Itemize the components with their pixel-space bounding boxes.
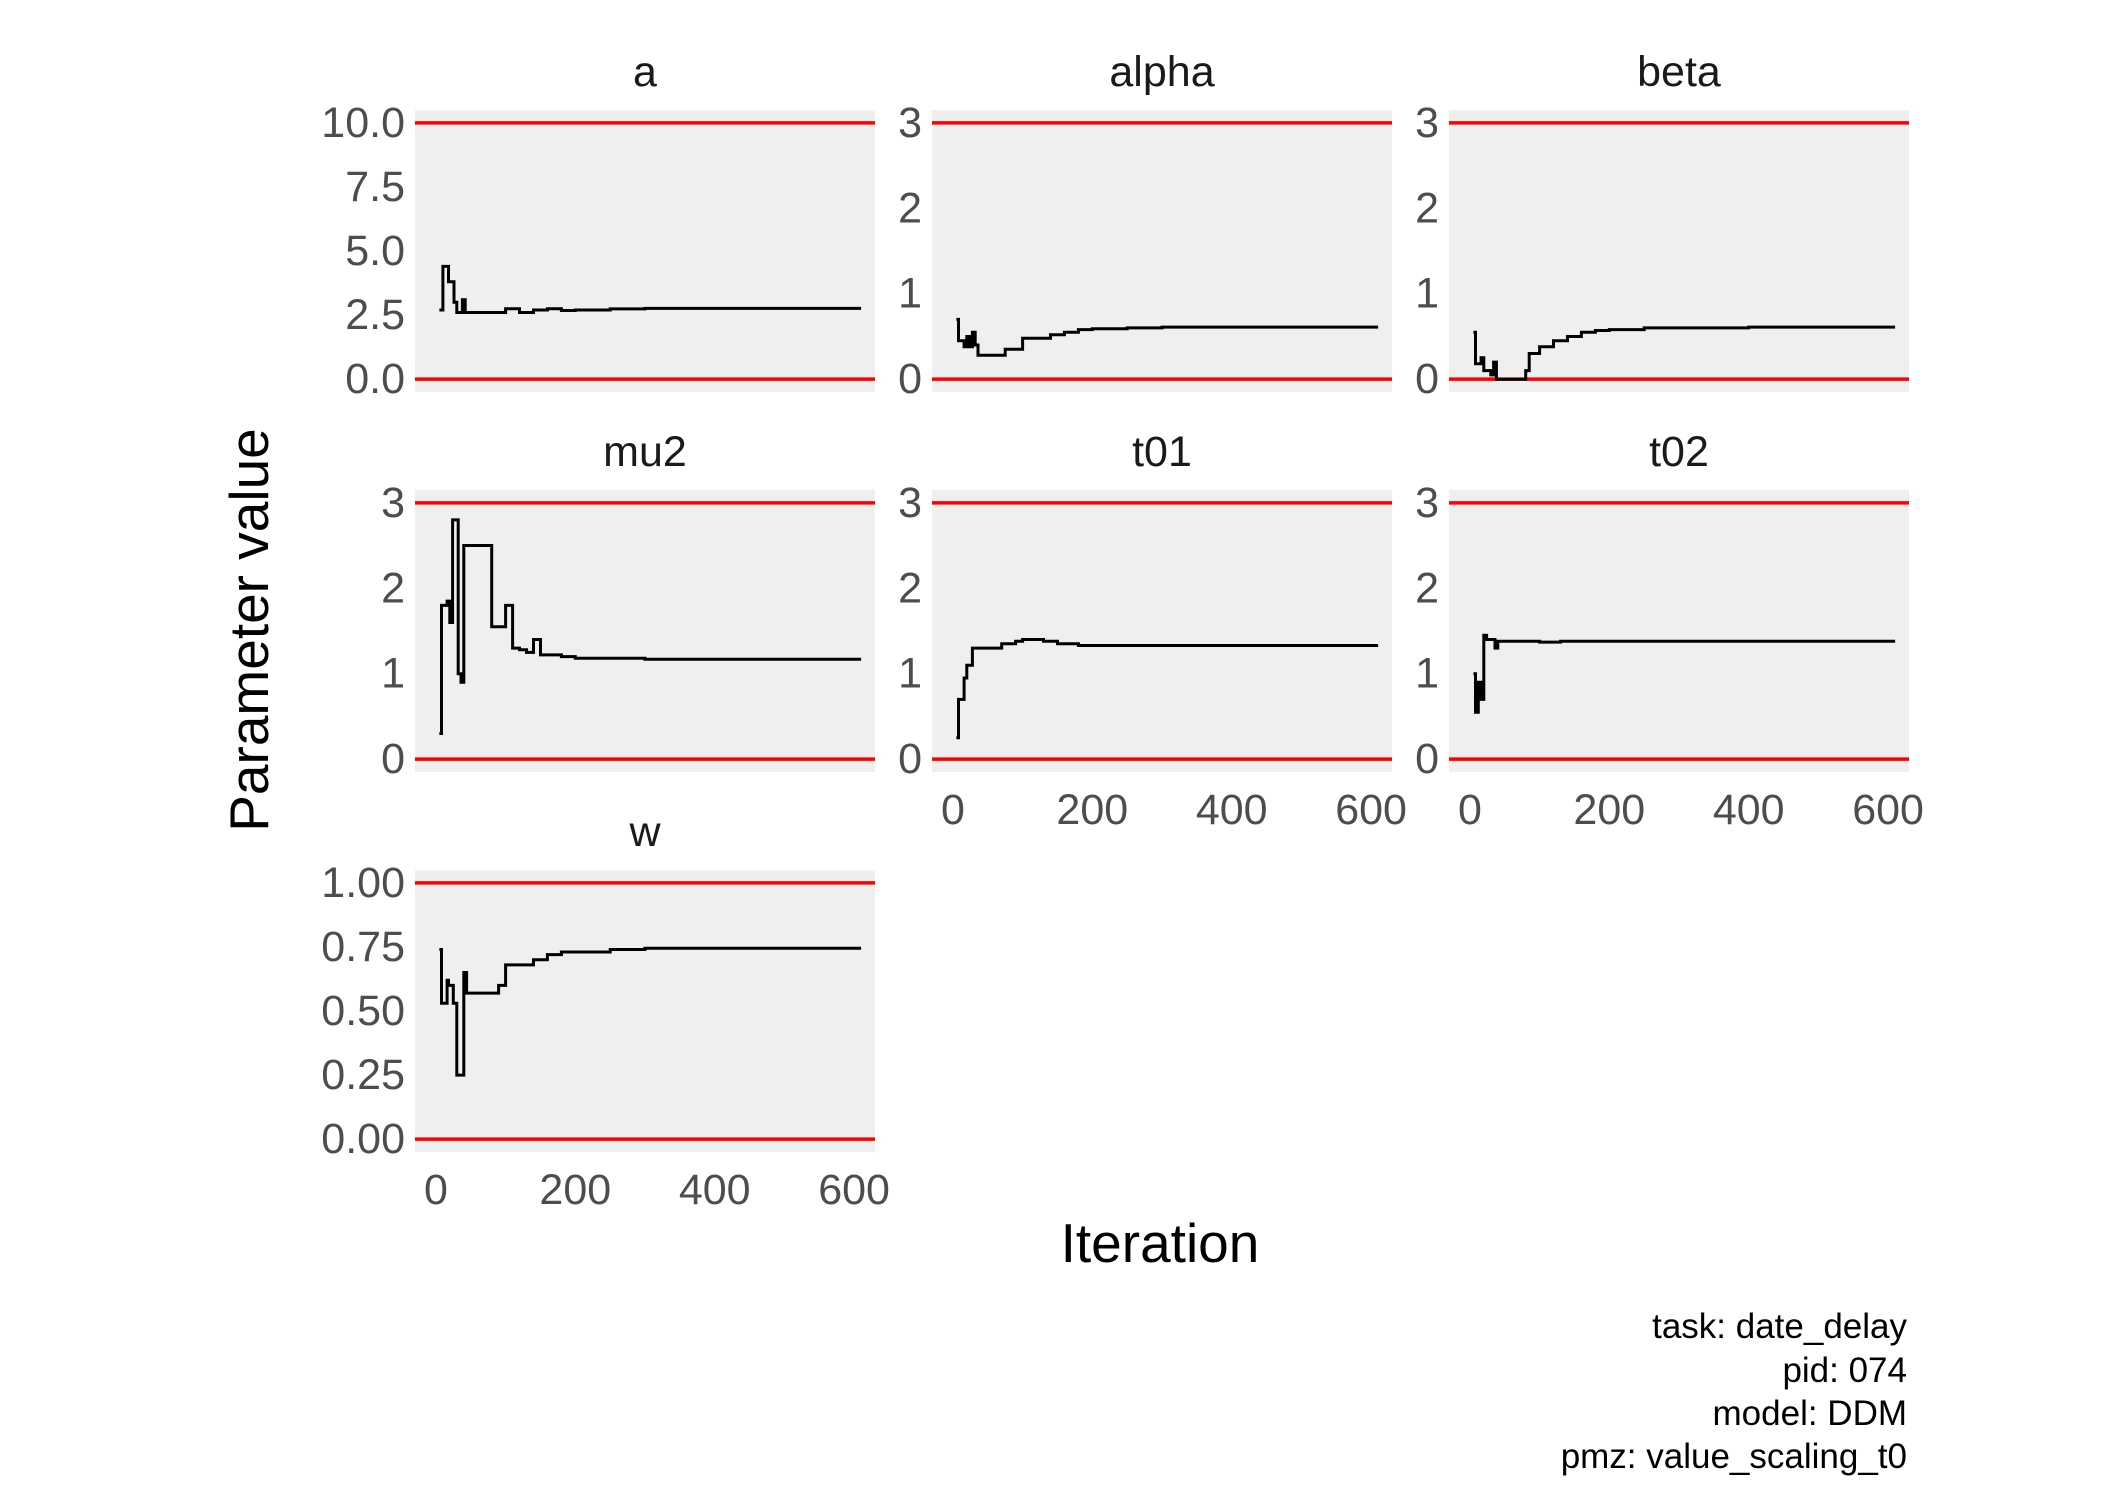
x-tick-label: 400: [679, 1166, 751, 1214]
y-tick-label: 1: [1415, 650, 1439, 698]
panels: a 0.0 2.5 5.0 7.5 10.0 alpha 0 1 2 3 beta 0 1 2 3 mu2 0 1 2…: [321, 48, 1924, 1214]
trace-line: [1473, 325, 1896, 381]
panel-a: a 0.0 2.5 5.0 7.5 10.0: [321, 48, 875, 403]
y-tick-label: 3: [1415, 479, 1439, 527]
panel-background: [415, 110, 875, 392]
panel-background: [1449, 490, 1909, 772]
panel-background: [415, 870, 875, 1152]
panel-mu2: mu2 0 1 2 3: [381, 428, 875, 783]
panel-w: w 0.00 0.25 0.50 0.75 1.00 0 200 400 600: [321, 808, 890, 1214]
y-tick-label: 2: [381, 564, 405, 612]
panel-title: t01: [1132, 428, 1192, 476]
panel-title: beta: [1637, 48, 1721, 96]
panel-background: [1449, 110, 1909, 392]
y-tick-label: 0: [1415, 735, 1439, 783]
caption-line-task: task: date_delay: [1652, 1307, 1907, 1346]
y-tick-label: 3: [1415, 99, 1439, 147]
caption-line-pid: pid: 074: [1782, 1351, 1907, 1390]
panel-title: a: [633, 48, 657, 96]
panel-t02: t02 0 1 2 3 0 200 400 600: [1415, 428, 1924, 834]
x-tick-label: 0: [1458, 786, 1482, 834]
panel-title: w: [628, 808, 661, 856]
x-tick-label: 200: [1056, 786, 1128, 834]
y-tick-label: 0: [898, 355, 922, 403]
y-tick-label: 0.75: [321, 923, 405, 971]
y-tick-label: 0: [1415, 355, 1439, 403]
x-tick-label: 600: [818, 1166, 890, 1214]
y-tick-label: 1: [898, 270, 922, 318]
x-tick-label: 0: [941, 786, 965, 834]
y-tick-label: 0.50: [321, 987, 405, 1035]
y-tick-label: 0.25: [321, 1051, 405, 1099]
x-axis-label: Iteration: [1061, 1212, 1260, 1274]
y-tick-label: 1: [898, 650, 922, 698]
y-tick-label: 7.5: [345, 163, 405, 211]
y-tick-label: 0: [381, 735, 405, 783]
panel-background: [415, 490, 875, 772]
panel-t01: t01 0 1 2 3 0 200 400 600: [898, 428, 1407, 834]
trace-line: [956, 638, 1379, 740]
y-tick-label: 1: [1415, 270, 1439, 318]
y-tick-label: 1: [381, 650, 405, 698]
trace-line: [1473, 633, 1896, 714]
trace-line: [439, 946, 862, 1077]
caption-line-model: model: DDM: [1713, 1394, 1907, 1433]
x-tick-label: 400: [1713, 786, 1785, 834]
y-tick-label: 0.0: [345, 355, 405, 403]
x-tick-label: 200: [539, 1166, 611, 1214]
panel-alpha: alpha 0 1 2 3: [898, 48, 1392, 403]
panel-beta: beta 0 1 2 3: [1415, 48, 1909, 403]
y-tick-label: 3: [381, 479, 405, 527]
x-tick-label: 0: [424, 1166, 448, 1214]
y-tick-label: 2: [1415, 564, 1439, 612]
y-tick-label: 10.0: [321, 99, 405, 147]
caption: task: date_delay pid: 074 model: DDM pmz…: [1561, 1307, 1908, 1476]
panel-title: mu2: [603, 428, 687, 476]
x-tick-label: 600: [1335, 786, 1407, 834]
x-tick-label: 600: [1852, 786, 1924, 834]
y-tick-label: 1.00: [321, 859, 405, 907]
panel-title: alpha: [1109, 48, 1214, 96]
y-tick-label: 3: [898, 479, 922, 527]
panel-background: [932, 490, 1392, 772]
trace-line: [439, 264, 862, 314]
x-tick-label: 200: [1573, 786, 1645, 834]
caption-line-pmz: pmz: value_scaling_t0: [1561, 1437, 1907, 1476]
y-tick-label: 2: [1415, 184, 1439, 232]
trace-line: [956, 317, 1379, 357]
y-tick-label: 3: [898, 99, 922, 147]
y-tick-label: 0.00: [321, 1115, 405, 1163]
y-tick-label: 2: [898, 564, 922, 612]
trace-line: [439, 518, 862, 735]
y-tick-label: 2.5: [345, 291, 405, 339]
y-tick-label: 5.0: [345, 227, 405, 275]
panel-title: t02: [1649, 428, 1709, 476]
panel-background: [932, 110, 1392, 392]
x-tick-label: 400: [1196, 786, 1268, 834]
y-tick-label: 2: [898, 184, 922, 232]
y-tick-label: 0: [898, 735, 922, 783]
y-axis-label: Parameter value: [218, 428, 280, 832]
